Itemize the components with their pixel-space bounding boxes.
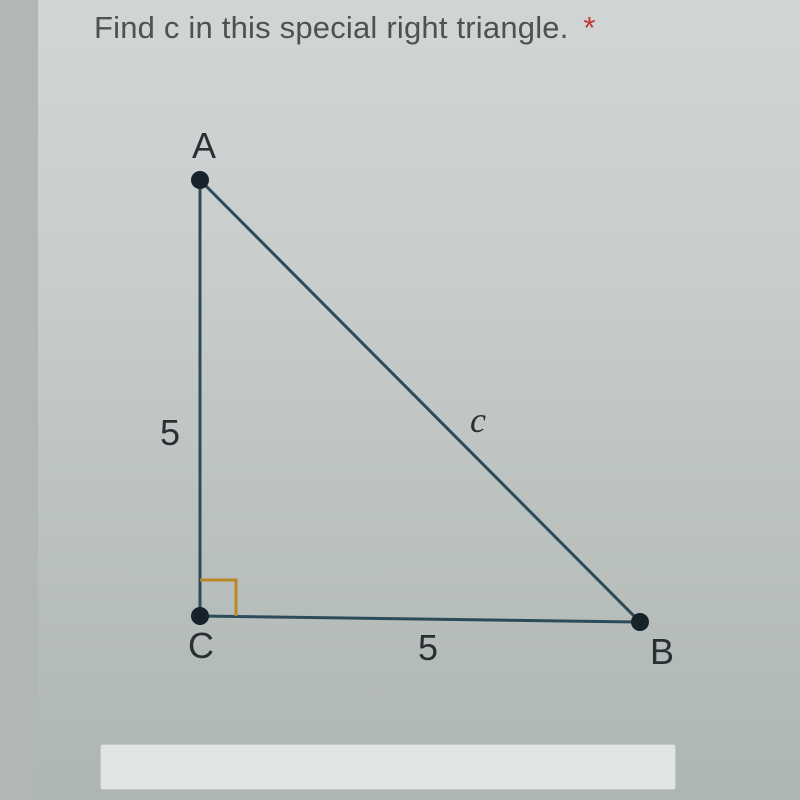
triangle-figure: A C B 5 5 c: [100, 120, 676, 680]
svg-text:C: C: [188, 625, 214, 666]
prompt-text: Find c in this special right triangle.: [94, 10, 569, 45]
svg-text:B: B: [650, 631, 674, 672]
svg-text:5: 5: [160, 412, 180, 453]
page: Find c in this special right triangle. *…: [0, 0, 800, 800]
required-asterisk: *: [583, 10, 595, 45]
svg-text:c: c: [470, 400, 486, 440]
answer-input[interactable]: [100, 744, 676, 790]
svg-text:A: A: [192, 125, 216, 166]
left-margin: [0, 0, 38, 800]
question-prompt: Find c in this special right triangle. *: [94, 10, 596, 46]
svg-text:5: 5: [418, 627, 438, 668]
triangle-svg: A C B 5 5 c: [100, 120, 676, 680]
